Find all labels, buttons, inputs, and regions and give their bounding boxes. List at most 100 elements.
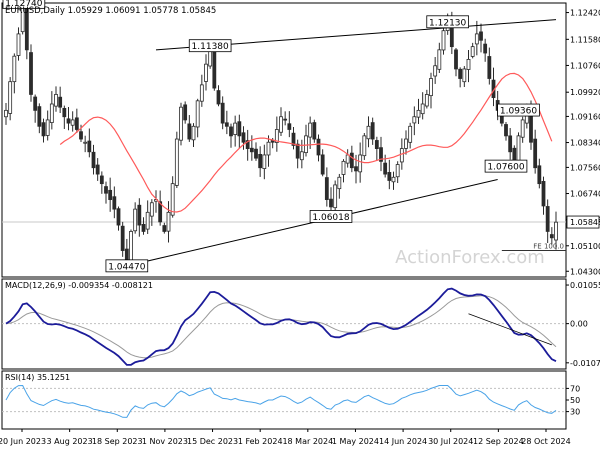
date-label: 14 Jun 2024 (379, 437, 427, 446)
candle-body (474, 33, 479, 45)
candle-body (245, 140, 250, 150)
candle-body (162, 225, 167, 232)
candle-body (158, 201, 163, 223)
candle-body (66, 118, 71, 124)
date-label: 1 May 2024 (332, 437, 379, 446)
candle-body (279, 116, 283, 133)
candle-body (454, 49, 458, 70)
price-label-box (426, 15, 469, 29)
candle-body (304, 135, 308, 154)
price-label: 1.11380 (192, 42, 229, 52)
rsi-tick-label: 50 (570, 396, 580, 405)
candle-body (33, 96, 38, 111)
candle-body (4, 109, 8, 118)
price-label-box (105, 259, 149, 273)
candle-body (224, 122, 229, 127)
candle-body (237, 121, 242, 137)
candle-body (83, 141, 88, 144)
candle-body (104, 186, 108, 194)
candle-body (324, 177, 329, 200)
price-label: 1.09360 (500, 107, 537, 117)
date-label: 20 Jun 2023 (0, 437, 46, 446)
candle-body (424, 94, 429, 107)
candle-body (412, 116, 417, 124)
date-label: 18 Mar 2024 (282, 437, 333, 446)
candle-body (399, 148, 404, 163)
price-tick-label: 1.08340 (570, 139, 600, 148)
candle-body (24, 3, 29, 51)
macd-trendline (468, 313, 552, 346)
candle-body (54, 94, 58, 107)
candle-body (95, 164, 100, 175)
candle-body (395, 164, 400, 178)
candle-body (420, 103, 425, 115)
projection-label: FE 100.0 (533, 243, 564, 251)
candle-body (404, 138, 408, 149)
moving-average-line (59, 72, 553, 213)
rsi-line (5, 384, 557, 418)
macd-tick-label: 0.00 (570, 320, 588, 329)
candle-body (370, 122, 375, 140)
candle-body (183, 104, 188, 121)
candle-body (174, 138, 179, 186)
candle-body (470, 46, 475, 57)
header-label: EURUSD,Daily 1.05929 1.06091 1.05778 1.0… (5, 6, 216, 16)
candle-body (204, 63, 208, 82)
candle-body (195, 100, 200, 128)
price-label-box (2, 0, 46, 9)
candle-body (416, 109, 421, 118)
candle-body (170, 183, 175, 216)
candle-body (520, 119, 525, 138)
candle-body (483, 43, 488, 54)
candle-body (429, 78, 433, 97)
date-label: 12 Sep 2024 (473, 437, 524, 446)
candle-body (320, 154, 325, 175)
candle-body (266, 141, 271, 156)
candle-body (487, 56, 492, 79)
candle-body (308, 122, 313, 138)
candle-body (254, 148, 258, 159)
price-tick-label: 1.04300 (570, 267, 600, 276)
candle-body (537, 165, 542, 185)
candle-body (191, 125, 196, 141)
price-label: 1.06018 (312, 213, 349, 223)
candle-body (70, 119, 75, 126)
price-tick-label: 1.10760 (570, 61, 600, 70)
candle-body (62, 107, 67, 118)
price-label-box (309, 210, 353, 223)
price-label: 1.12740 (5, 0, 42, 9)
watermark: ActionForex.com (395, 247, 545, 268)
candle-body (554, 221, 558, 241)
candle-body (366, 125, 371, 140)
candle-body (233, 122, 238, 135)
price-tick-label: 1.12420 (570, 9, 600, 18)
candle-body (383, 162, 388, 175)
candle-body (87, 140, 92, 153)
candles-group (4, 3, 558, 271)
candle-body (504, 124, 508, 137)
date-label: 3 Aug 2023 (47, 437, 93, 446)
macd-line (5, 287, 557, 366)
candle-body (199, 84, 204, 102)
current-price-tag (566, 215, 600, 229)
candle-body (345, 154, 350, 164)
price-tick-label: 1.07560 (570, 163, 600, 172)
candle-body (287, 123, 292, 130)
candle-body (29, 52, 33, 95)
macd-group (2, 287, 566, 366)
price-tick-label: 1.11580 (570, 35, 600, 44)
candle-body (274, 129, 279, 143)
date-label: 15 Dec 2023 (187, 437, 238, 446)
candle-body (41, 122, 46, 137)
candle-body (49, 103, 54, 123)
rsi-panel-frame (1, 370, 567, 430)
candle-body (74, 117, 79, 130)
date-label: 18 Sep 2023 (92, 437, 143, 446)
candle-body (466, 58, 471, 70)
price-label-box (497, 103, 540, 117)
candle-body (533, 138, 538, 169)
macd-panel-frame (1, 278, 567, 370)
candle-body (362, 135, 367, 157)
candle-body (12, 55, 17, 83)
price-label-box (188, 39, 232, 53)
